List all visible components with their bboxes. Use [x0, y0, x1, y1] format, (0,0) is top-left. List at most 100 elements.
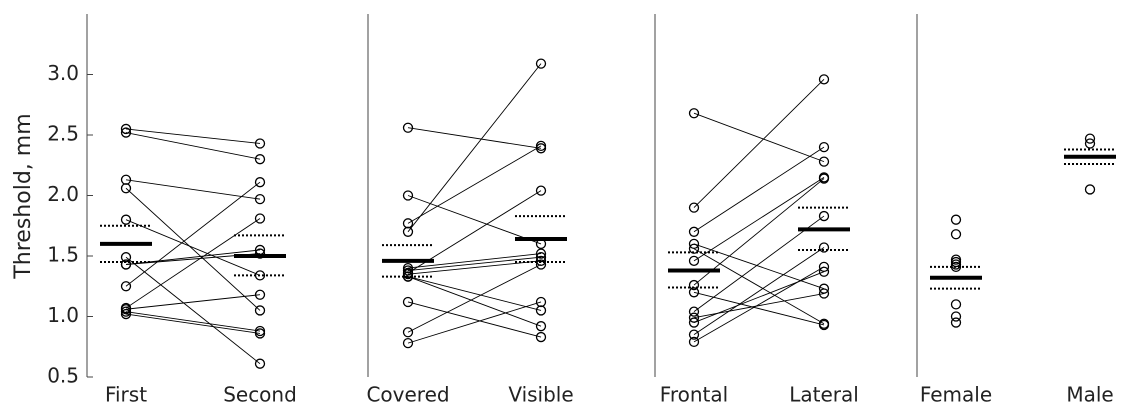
- y-tick-label: 1.0: [47, 303, 79, 327]
- data-point: [818, 266, 830, 277]
- data-point: [688, 255, 700, 266]
- data-point: [254, 154, 266, 165]
- data-point: [818, 173, 830, 184]
- pair-line: [407, 301, 542, 338]
- pair-line: [125, 294, 261, 310]
- data-point: [818, 283, 830, 294]
- data-point: [254, 248, 266, 259]
- data-point: [254, 177, 266, 188]
- data-point: [120, 127, 132, 138]
- data-point: [402, 122, 414, 133]
- pair-line: [125, 187, 261, 311]
- pair-line: [693, 271, 825, 323]
- x-tick-label: Visible: [508, 383, 573, 407]
- data-point: [818, 210, 830, 222]
- data-point: [120, 308, 132, 320]
- pair-line: [693, 79, 825, 208]
- data-point: [818, 74, 830, 85]
- data-point: [818, 261, 830, 273]
- data-point: [950, 317, 962, 328]
- data-point: [688, 329, 700, 340]
- pair-line: [693, 266, 825, 343]
- data-point: [535, 259, 547, 270]
- x-tick-label: Male: [1066, 383, 1113, 407]
- pair-line: [693, 178, 825, 286]
- x-tick-label: Second: [223, 383, 297, 407]
- data-point: [120, 123, 132, 135]
- pair-line: [407, 276, 542, 311]
- data-point: [120, 281, 132, 292]
- data-point: [535, 296, 547, 308]
- x-tick-label: Covered: [366, 383, 449, 407]
- data-point: [688, 108, 700, 119]
- pair-line: [125, 218, 261, 309]
- data-point: [254, 138, 266, 149]
- data-point: [120, 183, 132, 194]
- pair-line: [407, 264, 542, 333]
- pair-line: [693, 112, 825, 163]
- data-point: [1084, 184, 1096, 195]
- data-point: [120, 214, 132, 225]
- data-point: [535, 255, 547, 266]
- data-point: [535, 248, 547, 259]
- data-point: [688, 279, 700, 291]
- pair-line: [125, 311, 261, 332]
- data-point: [818, 288, 830, 299]
- data-point: [535, 58, 547, 69]
- pair-line: [407, 145, 542, 224]
- data-point: [950, 311, 962, 322]
- data-point: [688, 317, 700, 328]
- pair-line: [125, 179, 261, 200]
- data-point: [1084, 133, 1096, 144]
- data-point: [818, 141, 830, 153]
- data-point: [688, 336, 700, 348]
- pair-line: [407, 253, 542, 269]
- data-point: [254, 328, 266, 339]
- data-point: [120, 259, 132, 270]
- x-tick-label: Frontal: [660, 383, 728, 407]
- pair-line: [125, 181, 261, 287]
- data-point: [254, 358, 266, 369]
- data-point: [688, 202, 700, 213]
- data-point: [402, 327, 414, 338]
- data-point: [402, 337, 414, 349]
- data-point: [254, 305, 266, 316]
- pair-line: [693, 215, 825, 313]
- data-point: [535, 321, 547, 332]
- data-point: [950, 214, 962, 225]
- pair-line: [693, 176, 825, 262]
- pair-line: [693, 146, 825, 233]
- pair-line: [693, 248, 825, 325]
- data-point: [688, 226, 700, 237]
- data-point: [950, 229, 962, 240]
- data-point: [535, 331, 547, 343]
- pair-line: [693, 247, 825, 336]
- pair-line: [407, 256, 542, 271]
- data-point: [818, 242, 830, 253]
- data-point: [535, 140, 547, 152]
- y-tick-label: 0.5: [47, 364, 79, 388]
- y-tick-label: 3.0: [47, 61, 79, 85]
- pair-line: [125, 313, 261, 334]
- y-tick-label: 1.5: [47, 243, 79, 267]
- data-point: [402, 226, 414, 237]
- x-tick-label: First: [105, 383, 147, 407]
- data-point: [688, 312, 700, 323]
- pair-line: [125, 256, 261, 365]
- data-point: [950, 299, 962, 310]
- y-tick-label: 2.5: [47, 122, 79, 146]
- pair-line: [407, 127, 542, 149]
- pair-line: [125, 219, 261, 276]
- data-point: [402, 296, 414, 308]
- data-point: [402, 190, 414, 201]
- data-point: [818, 319, 830, 331]
- data-point: [818, 156, 830, 167]
- pair-line: [693, 243, 825, 290]
- data-point: [254, 193, 266, 205]
- y-axis-label: Threshold, mm: [11, 113, 36, 279]
- pair-line: [407, 63, 542, 233]
- data-point: [254, 289, 266, 300]
- y-tick-label: 2.0: [47, 182, 79, 206]
- pair-line: [693, 291, 825, 326]
